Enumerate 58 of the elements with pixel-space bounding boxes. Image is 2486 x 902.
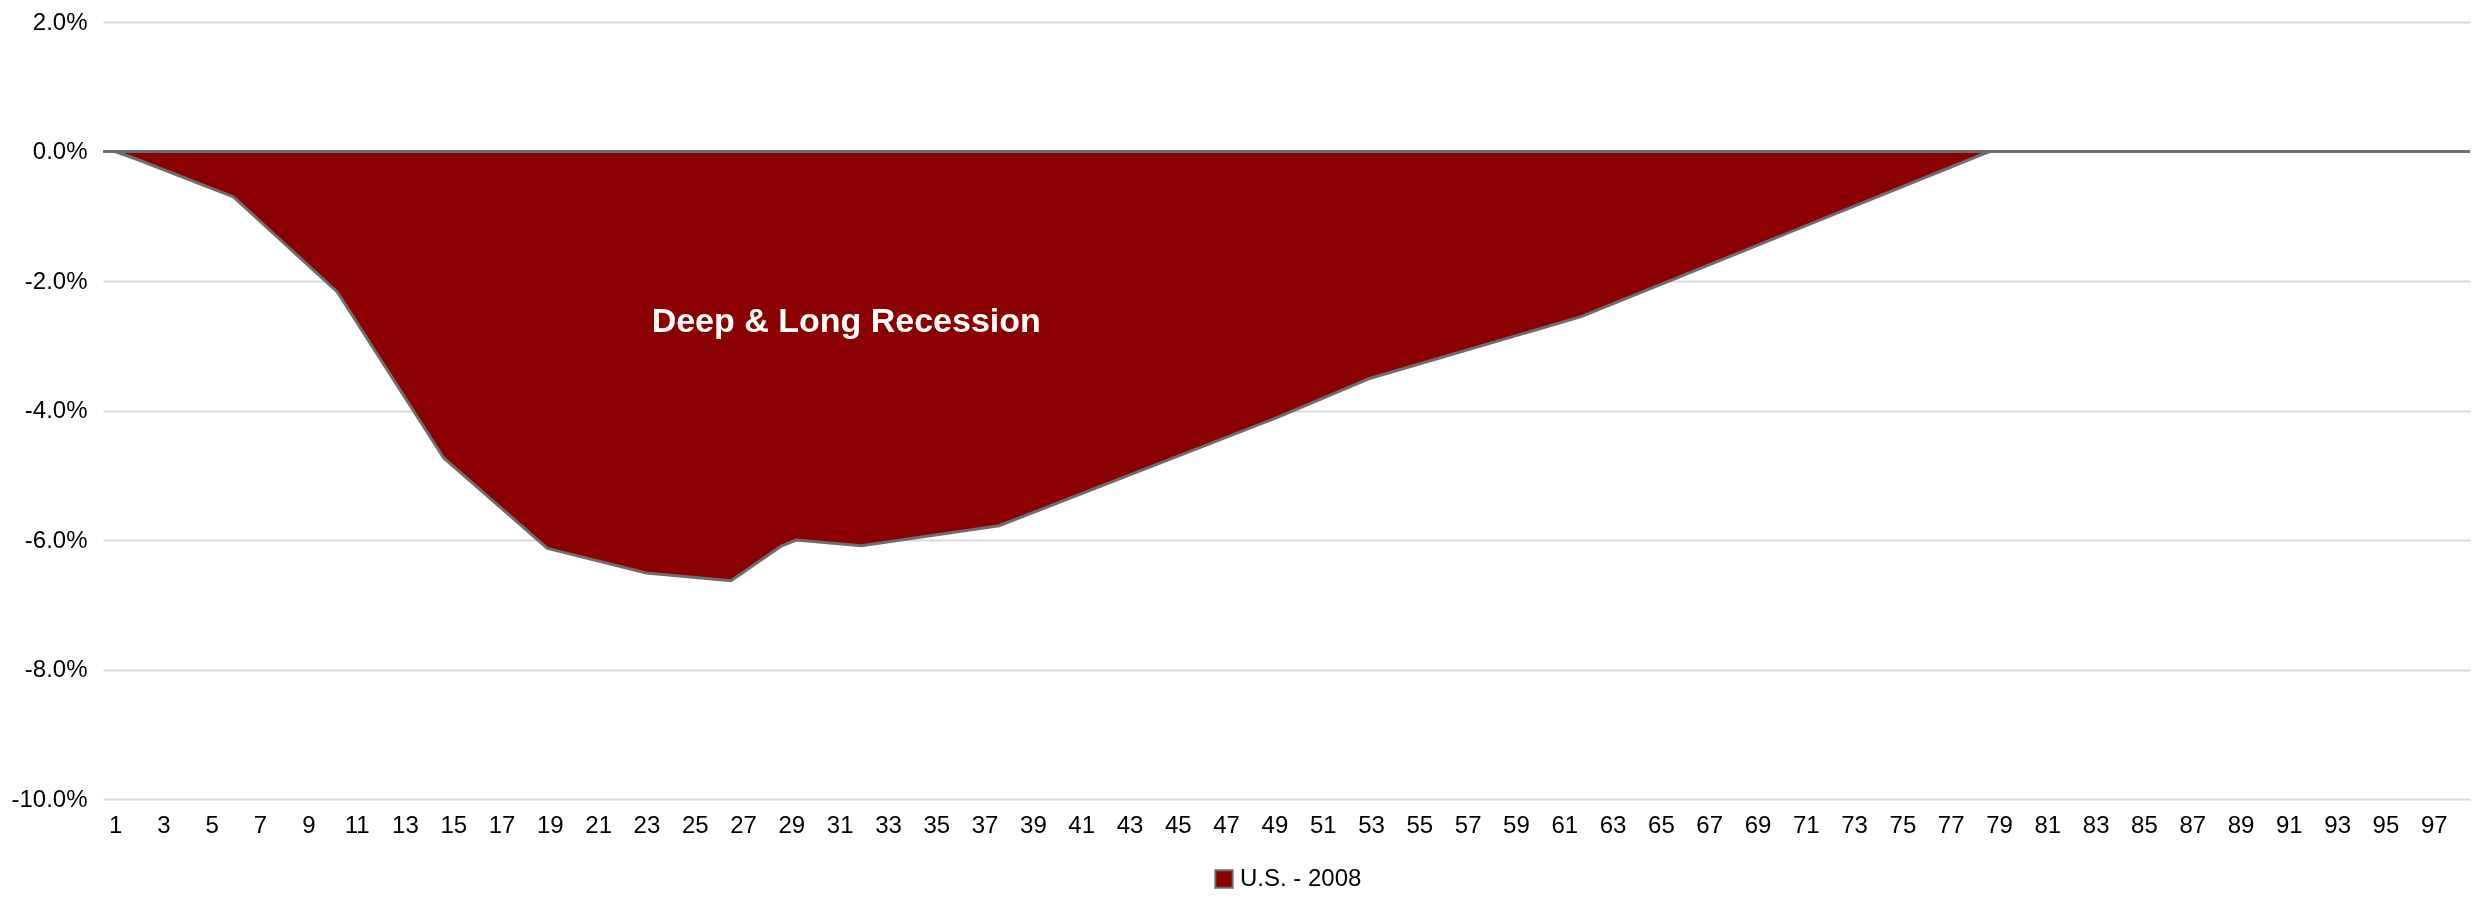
x-tick-label: 1 — [108, 810, 123, 838]
x-tick-label: 55 — [1406, 810, 1434, 838]
x-tick-label: 53 — [1358, 810, 1385, 838]
x-tick-label: 5 — [205, 810, 219, 838]
x-tick-label: 91 — [2276, 810, 2303, 838]
x-tick-label: 43 — [1116, 810, 1144, 838]
x-tick-label: 39 — [1020, 810, 1047, 838]
x-tick-label: 13 — [392, 810, 419, 838]
x-tick-label: 57 — [1454, 810, 1482, 838]
x-tick-label: 9 — [302, 810, 316, 838]
y-tick-label: -10.0% — [11, 784, 88, 812]
x-tick-label: 77 — [1937, 810, 1965, 838]
x-tick-label: 97 — [2420, 810, 2448, 838]
x-tick-label: 15 — [440, 810, 468, 838]
x-tick-label: 89 — [2227, 810, 2255, 838]
x-tick-label: 95 — [2372, 810, 2400, 838]
x-tick-label: 63 — [1599, 810, 1627, 838]
x-tick-label: 35 — [923, 810, 951, 838]
x-tick-label: 87 — [2179, 810, 2207, 838]
x-tick-label: 31 — [826, 810, 854, 838]
x-tick-label: 49 — [1261, 810, 1289, 838]
x-tick-label: 73 — [1841, 810, 1868, 838]
y-tick-label: 0.0% — [32, 137, 88, 164]
x-tick-label: 25 — [681, 810, 709, 838]
x-tick-label: 71 — [1792, 810, 1820, 838]
x-tick-label: 23 — [633, 810, 661, 838]
annotation: Deep & Long Recession — [651, 300, 1041, 339]
x-tick-label: 29 — [778, 810, 806, 838]
x-tick-label: 37 — [971, 810, 999, 838]
x-tick-label: 27 — [730, 810, 757, 838]
x-tick-label: 7 — [253, 810, 268, 838]
x-tick-label: 79 — [1986, 810, 2013, 838]
x-tick-label: 17 — [488, 810, 516, 838]
x-tick-label: 59 — [1503, 810, 1530, 838]
x-tick-label: 47 — [1213, 810, 1240, 838]
y-tick-label: -6.0% — [24, 525, 88, 553]
x-tick-label: 67 — [1696, 810, 1724, 838]
x-tick-label: 93 — [2324, 810, 2352, 838]
x-tick-label: 11 — [344, 810, 370, 838]
y-tick-label: -8.0% — [24, 655, 88, 682]
x-tick-label: 3 — [157, 810, 171, 838]
x-tick-label: 45 — [1164, 810, 1192, 838]
x-tick-label: 83 — [2082, 810, 2110, 838]
x-tick-label: 85 — [2131, 810, 2158, 838]
x-tick-label: 69 — [1744, 810, 1772, 838]
x-tick-label: 33 — [875, 810, 902, 838]
y-tick-label: -2.0% — [24, 266, 88, 294]
legend-label: U.S. - 2008 — [1240, 864, 1362, 891]
y-tick-label: 2.0% — [32, 7, 88, 35]
x-tick-label: 65 — [1648, 810, 1675, 838]
y-tick-label: -4.0% — [24, 396, 88, 423]
x-tick-label: 21 — [585, 810, 612, 838]
x-tick-label: 61 — [1551, 810, 1579, 838]
x-tick-label: 51 — [1309, 810, 1337, 838]
x-tick-label: 41 — [1068, 810, 1096, 838]
x-tick-label: 75 — [1889, 810, 1917, 838]
x-tick-label: 81 — [2034, 810, 2062, 838]
x-tick-label: 19 — [536, 810, 564, 838]
